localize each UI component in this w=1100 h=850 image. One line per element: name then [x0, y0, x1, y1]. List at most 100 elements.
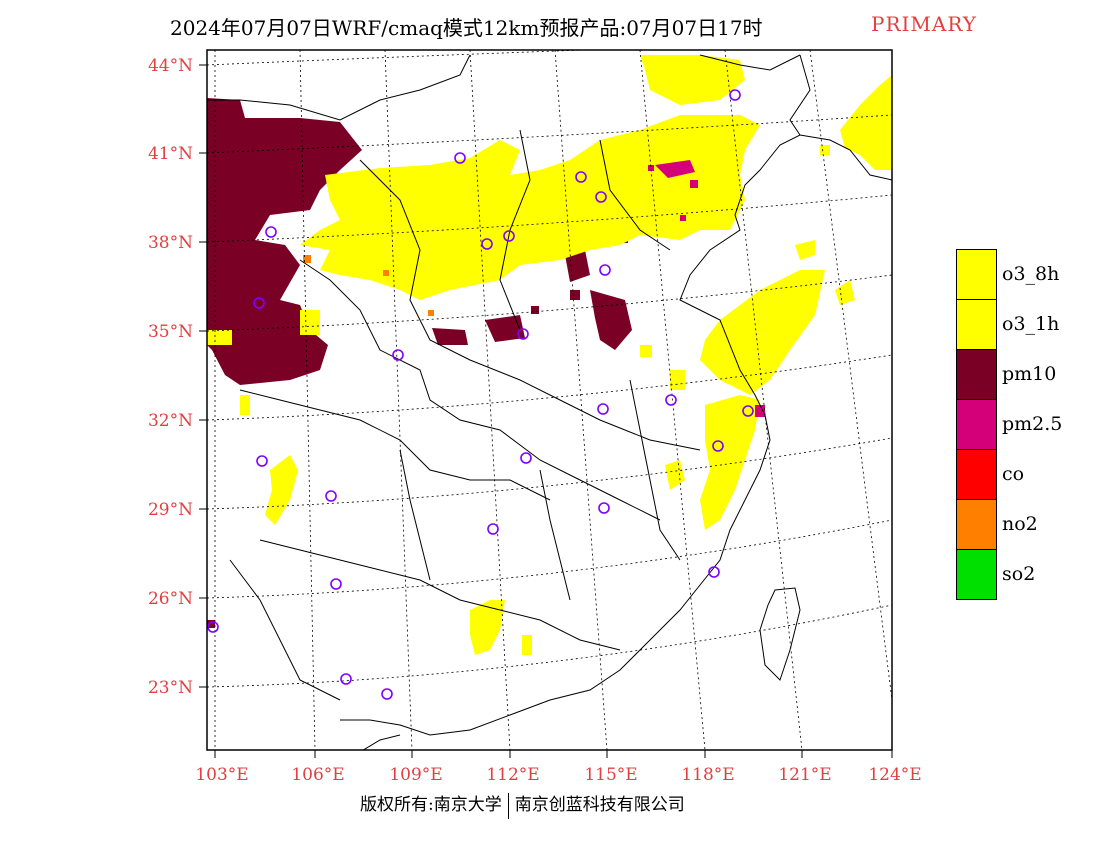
o3-area-northeast: [840, 75, 892, 170]
taiwan-outline: [759, 587, 801, 681]
copyright-footer: 版权所有:南京大学 南京创蓝科技有限公司: [360, 790, 685, 819]
station-marker: [487, 523, 499, 535]
station-marker: [381, 688, 393, 700]
meridian-124e: [809, 50, 892, 701]
o3-area-shandong-coast: [795, 240, 815, 260]
pm10-area-central: [485, 315, 525, 342]
lon-label: 121°E: [778, 765, 831, 785]
meridian-106e: [299, 50, 316, 750]
hainan-outline: [362, 734, 401, 750]
lon-label: 118°E: [681, 765, 734, 785]
lon-label: 112°E: [486, 765, 539, 785]
province-border: [539, 469, 571, 601]
province-border: [599, 139, 671, 251]
parallel-23n: [207, 604, 892, 688]
pm10-area-west-henan: [432, 328, 468, 345]
station-marker: [207, 621, 219, 633]
pm25-patch: [690, 180, 698, 188]
station-marker: [256, 455, 268, 467]
legend-label: pm2.5: [1002, 413, 1063, 435]
parallel-26n: [207, 519, 892, 599]
meridian-109e: [384, 50, 413, 750]
border-path: [789, 54, 811, 136]
station-marker: [340, 673, 352, 685]
map-content: [207, 50, 892, 750]
station-marker: [392, 349, 404, 361]
lon-axis: 103°E 106°E 109°E 112°E 115°E 118°E 121°…: [195, 750, 922, 785]
o3-area-jiangsu: [700, 395, 760, 530]
pm10-area-henan: [590, 290, 632, 350]
o3-area-sichuan: [265, 455, 298, 525]
lat-label: 29°N: [148, 500, 193, 520]
parallel-44n: [207, 50, 596, 66]
meridian-115e: [554, 50, 608, 750]
pm10-patch: [207, 620, 215, 628]
lon-label: 115°E: [584, 765, 637, 785]
legend-swatch: [956, 399, 997, 450]
o3-patch: [820, 145, 830, 155]
o3-area-shandong-sea: [700, 270, 825, 395]
station-marker: [712, 440, 724, 452]
title-main: 2024年07月07日WRF/cmaq模式12km预报产品:07月07日17时: [170, 16, 763, 40]
coastline-path: [340, 134, 892, 736]
footer-divider: [507, 792, 509, 819]
station-markers: [207, 89, 754, 700]
o3-area-anhui: [665, 460, 685, 490]
station-marker: [665, 394, 677, 406]
o3-area-guangxi: [470, 600, 505, 655]
meridian-118e: [639, 50, 706, 750]
no2-areas: [303, 255, 434, 316]
legend-label: no2: [1002, 513, 1038, 535]
pm10-patch: [531, 306, 539, 314]
border-path: [207, 54, 471, 121]
legend-label: co: [1002, 463, 1025, 485]
meridian-112e: [469, 50, 511, 750]
pm25-patch: [755, 405, 765, 417]
station-marker: [575, 171, 587, 183]
legend-swatch: [956, 249, 997, 300]
lon-label: 124°E: [868, 765, 921, 785]
parallel-32n: [207, 354, 892, 421]
copyright-left: 版权所有:南京大学: [360, 795, 502, 815]
station-marker: [330, 578, 342, 590]
copyright-right: 南京创蓝科技有限公司: [514, 795, 685, 815]
pm10-areas: [207, 98, 708, 628]
legend-swatch: [956, 549, 997, 600]
graticule: [207, 50, 892, 750]
station-marker: [325, 490, 337, 502]
pm10-area-inner-mongolia: [207, 98, 362, 385]
station-marker: [595, 191, 607, 203]
lat-axis: 44°N 41°N 38°N 35°N 32°N 29°N 26°N 23°N: [148, 56, 207, 698]
station-marker: [503, 230, 515, 242]
pm25-areas: [648, 160, 765, 417]
o3-patch: [240, 395, 250, 415]
o3-patch: [640, 345, 652, 357]
o3-patch: [300, 310, 320, 335]
coastline: [207, 54, 892, 750]
station-marker: [517, 328, 529, 340]
o3-area-north-belt: [300, 115, 760, 300]
lat-label: 26°N: [148, 589, 193, 609]
station-marker: [454, 152, 466, 164]
border-path: [699, 54, 801, 71]
pm25-patch: [680, 215, 686, 221]
station-marker: [520, 452, 532, 464]
o3-patch: [670, 370, 685, 390]
no2-patch: [303, 255, 311, 263]
legend-label: o3_8h: [1002, 263, 1060, 285]
province-border: [629, 379, 681, 561]
station-marker: [253, 297, 265, 309]
o3-area-north-top: [640, 55, 745, 105]
lon-label: 103°E: [195, 765, 248, 785]
province-border: [229, 559, 341, 701]
lat-label: 38°N: [148, 233, 193, 253]
legend-swatch: [956, 449, 997, 500]
station-marker: [597, 403, 609, 415]
map-frame: [206, 49, 893, 751]
legend-swatch: [956, 349, 997, 400]
parallel-29n: [207, 437, 892, 510]
o3-areas: [207, 55, 892, 655]
province-border: [359, 159, 701, 451]
province-border: [259, 539, 621, 651]
legend-swatch: [956, 499, 997, 550]
